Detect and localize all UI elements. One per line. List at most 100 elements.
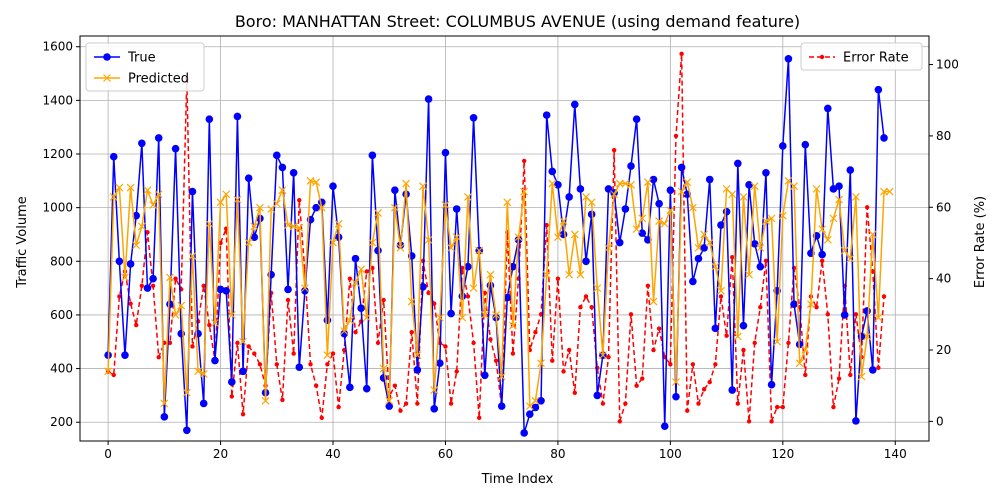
data-point [685, 408, 690, 413]
data-point [222, 287, 230, 295]
data-point [413, 351, 422, 360]
data-point [526, 410, 534, 418]
data-point [493, 358, 499, 363]
data-point [628, 312, 634, 317]
x-tick-label: 100 [659, 447, 682, 461]
data-point [583, 294, 589, 299]
data-point [211, 319, 219, 327]
data-point [233, 112, 242, 121]
data-point [464, 262, 472, 271]
data-point [711, 262, 720, 271]
data-point [334, 219, 343, 228]
data-point [454, 369, 459, 374]
x-tick-label: 80 [550, 447, 565, 461]
y-axis-right-label: Error Rate (%) [973, 196, 988, 288]
data-point [700, 230, 709, 239]
data-point [621, 205, 630, 213]
data-point [465, 294, 471, 299]
legend-label: Error Rate [843, 51, 909, 66]
y-left-tick-label: 1400 [42, 93, 73, 107]
data-point [229, 394, 235, 399]
data-point [672, 378, 680, 386]
data-point [548, 167, 557, 176]
data-point [201, 283, 206, 288]
data-point [374, 209, 382, 217]
data-point [533, 329, 538, 335]
data-point [627, 162, 635, 170]
data-point [582, 257, 590, 266]
legend-label: True [127, 51, 156, 66]
data-point [801, 345, 810, 354]
data-point [244, 238, 253, 247]
data-point [705, 238, 714, 247]
data-point [632, 115, 641, 123]
data-point [340, 329, 349, 338]
x-axis-label: Time Index [481, 472, 554, 487]
data-point [762, 168, 770, 177]
data-point [801, 140, 810, 149]
data-point [250, 222, 259, 231]
data-point [216, 198, 225, 207]
data-point [660, 219, 669, 228]
y-right-tick-label: 100 [936, 58, 959, 72]
data-point [565, 270, 574, 279]
data-point [769, 419, 774, 424]
data-point [696, 401, 701, 406]
data-point [632, 225, 641, 234]
data-point [368, 151, 377, 160]
data-point [374, 246, 382, 255]
data-point [722, 207, 731, 216]
data-point [656, 326, 662, 331]
data-point [329, 238, 337, 247]
data-point [756, 262, 765, 271]
data-point [829, 214, 838, 223]
data-point [745, 270, 754, 279]
data-point [812, 184, 821, 193]
data-point [677, 187, 686, 196]
y-left-tick-label: 400 [50, 362, 73, 376]
data-point [688, 203, 697, 212]
data-point [323, 351, 332, 360]
data-point [780, 404, 786, 410]
data-point [655, 199, 663, 208]
data-point [301, 287, 309, 295]
data-point [430, 405, 439, 413]
data-point [857, 372, 866, 381]
plot-frame [79, 35, 930, 442]
series-true [104, 54, 888, 437]
data-point [600, 401, 606, 406]
data-point [807, 300, 815, 309]
legend-label: Predicted [128, 72, 189, 87]
data-point [481, 371, 489, 380]
data-point [870, 269, 875, 274]
data-point [317, 203, 326, 212]
data-point [115, 257, 124, 266]
data-point [734, 159, 742, 168]
data-point [486, 270, 495, 279]
data-point [244, 174, 253, 182]
data-point [424, 235, 433, 244]
data-point [329, 182, 337, 190]
data-point [846, 254, 855, 263]
data-point [576, 270, 585, 279]
data-point [604, 185, 613, 193]
data-point [565, 193, 573, 201]
data-point [503, 293, 512, 302]
data-point [235, 340, 240, 346]
data-point [368, 238, 377, 247]
data-point [486, 281, 495, 290]
legend-left: True Predicted [85, 42, 205, 92]
data-point [851, 193, 860, 201]
data-point [126, 260, 135, 268]
legend-box [85, 42, 205, 92]
data-point [464, 193, 472, 201]
data-point [566, 347, 572, 353]
data-point [117, 294, 122, 299]
data-point [853, 312, 859, 317]
data-point [392, 383, 398, 388]
data-point [336, 404, 341, 410]
data-point [441, 201, 450, 209]
data-point [419, 282, 427, 291]
data-point [476, 415, 482, 421]
data-point [503, 198, 512, 207]
